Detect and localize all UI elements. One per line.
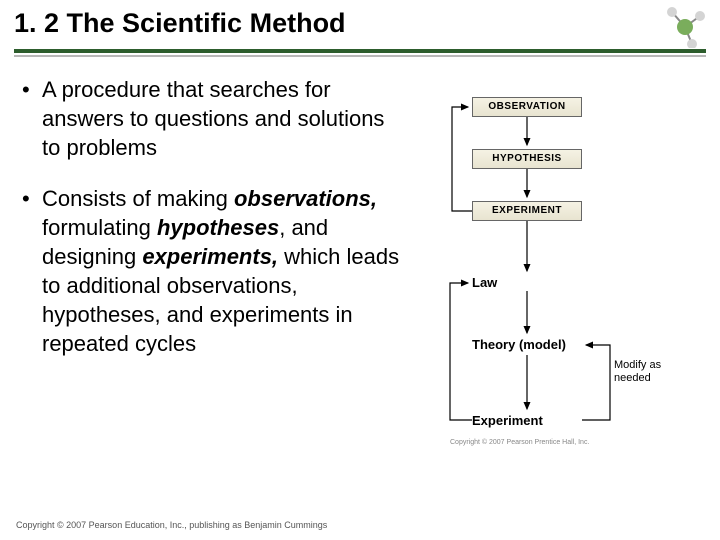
- text-column: A procedure that searches for answers to…: [14, 75, 414, 505]
- content-area: A procedure that searches for answers to…: [0, 57, 720, 505]
- diagram-box-experiment: EXPERIMENT: [472, 201, 582, 221]
- diagram-copyright: Copyright © 2007 Pearson Prentice Hall, …: [450, 439, 589, 446]
- diagram-label-theory: Theory (model): [472, 337, 582, 352]
- bullet-list: A procedure that searches for answers to…: [14, 75, 404, 358]
- diagram-box-hypothesis: HYPOTHESIS: [472, 149, 582, 169]
- diagram-label-modify: Modify as needed: [614, 359, 684, 385]
- bullet-2-observations: observations,: [234, 186, 377, 211]
- diagram-box-observation: OBSERVATION: [472, 97, 582, 117]
- scientific-method-diagram: OBSERVATION HYPOTHESIS EXPERIMENT Law Th…: [414, 75, 704, 505]
- diagram-column: OBSERVATION HYPOTHESIS EXPERIMENT Law Th…: [414, 75, 704, 505]
- bullet-1-text: A procedure that searches for answers to…: [42, 77, 384, 160]
- diagram-label-law: Law: [472, 275, 582, 290]
- bullet-item-1: A procedure that searches for answers to…: [14, 75, 404, 162]
- title-underline: [14, 49, 706, 53]
- bullet-item-2: Consists of making observations, formula…: [14, 184, 404, 358]
- molecule-icon: [660, 6, 710, 53]
- diagram-label-experiment: Experiment: [472, 413, 582, 428]
- slide-title: 1. 2 The Scientific Method: [14, 8, 706, 39]
- bullet-2-text-b: formulating: [42, 215, 157, 240]
- bullet-2-experiments: experiments,: [142, 244, 278, 269]
- footer-copyright: Copyright © 2007 Pearson Education, Inc.…: [16, 520, 327, 530]
- bullet-2-hypotheses: hypotheses: [157, 215, 279, 240]
- slide-header: 1. 2 The Scientific Method: [0, 0, 720, 45]
- bullet-2-text-a: Consists of making: [42, 186, 234, 211]
